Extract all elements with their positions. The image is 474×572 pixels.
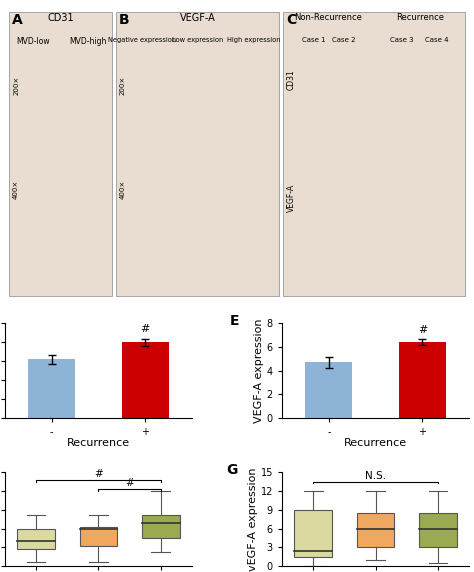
Text: #: # (125, 478, 134, 488)
Text: G: G (226, 463, 237, 477)
Bar (28, 359, 75, 418)
Y-axis label: vEGF-A expression: vEGF-A expression (248, 467, 258, 571)
Text: Low expression: Low expression (172, 37, 223, 43)
Text: #: # (140, 324, 150, 334)
Text: B: B (118, 13, 129, 27)
Text: A: A (12, 13, 22, 27)
Bar (294, 510, 332, 557)
Text: N.S.: N.S. (365, 471, 386, 480)
Text: 200×: 200× (13, 76, 19, 96)
Text: High expression: High expression (227, 37, 280, 43)
Text: 400×: 400× (13, 180, 19, 199)
Bar (305, 362, 352, 418)
Text: 200×: 200× (120, 76, 126, 96)
Text: Non-Recurrence: Non-Recurrence (294, 13, 362, 22)
Text: CD31: CD31 (287, 69, 296, 90)
X-axis label: Recurrence: Recurrence (67, 438, 130, 448)
Text: Case 2: Case 2 (332, 37, 356, 43)
Text: E: E (229, 314, 239, 328)
Text: CD31: CD31 (47, 13, 74, 23)
X-axis label: Recurrence: Recurrence (344, 438, 407, 448)
Text: MVD-low: MVD-low (16, 37, 49, 46)
Text: #: # (94, 469, 103, 479)
Bar (80, 527, 117, 546)
Text: C: C (286, 13, 296, 27)
Bar (17, 529, 55, 549)
Text: Negative expression: Negative expression (108, 37, 176, 43)
Bar (399, 342, 446, 418)
Text: MVD-high: MVD-high (70, 37, 107, 46)
Bar (116, 11, 279, 296)
Bar (122, 342, 169, 418)
Text: Recurrence: Recurrence (396, 13, 445, 22)
Bar (419, 513, 457, 547)
Bar (283, 11, 465, 296)
Text: Case 3: Case 3 (390, 37, 414, 43)
Bar (9, 11, 111, 296)
Text: Case 4: Case 4 (425, 37, 448, 43)
Text: 400×: 400× (120, 180, 126, 199)
Text: VEGF-A: VEGF-A (180, 13, 215, 23)
Bar (142, 515, 180, 538)
Text: VEGF-A: VEGF-A (287, 184, 296, 212)
Bar (357, 513, 394, 547)
Text: Case 1: Case 1 (302, 37, 326, 43)
Text: #: # (418, 325, 427, 335)
Y-axis label: VEGF-A expression: VEGF-A expression (254, 318, 264, 423)
